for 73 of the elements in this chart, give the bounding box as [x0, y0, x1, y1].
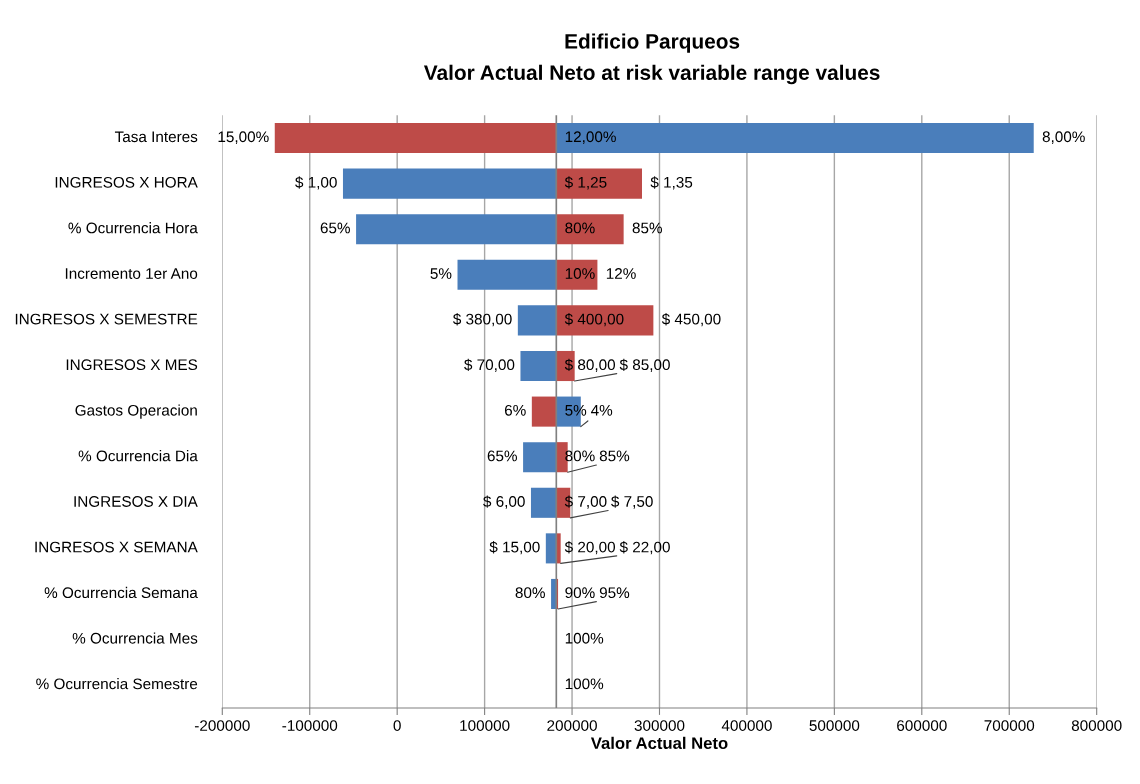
- bar: [523, 442, 557, 473]
- bar: [517, 305, 557, 336]
- annotation: $ 85,00: [619, 358, 670, 372]
- x-axis-title: Valor Actual Neto: [590, 736, 728, 750]
- annotation: $ 380,00: [452, 313, 512, 327]
- y-tick-label: % Ocurrencia Mes: [72, 632, 198, 644]
- annotation: $ 400,00: [564, 313, 624, 327]
- y-tick-label: INGRESOS X SEMANA: [35, 541, 198, 553]
- annotation: $ 20,00: [564, 541, 616, 555]
- x-tick-label: 200000: [547, 720, 597, 731]
- y-tick-label: % Ocurrencia Hora: [68, 222, 198, 234]
- y-tick-label: INGRESOS X SEMESTRE: [15, 313, 198, 325]
- annotation: $ 7,50: [611, 495, 653, 509]
- x-tick-label: 700000: [984, 720, 1035, 731]
- x-tick-label: 100000: [460, 720, 510, 731]
- chart-subtitle: Valor Actual Neto at risk variable range values: [423, 64, 880, 85]
- x-tick-label: 500000: [809, 720, 860, 731]
- bar: [556, 123, 1034, 154]
- annotation: $ 15,00: [489, 541, 540, 555]
- annotation: $ 1,25: [564, 176, 607, 190]
- annotation: 100%: [565, 678, 604, 690]
- bar: [342, 168, 557, 199]
- bar: [457, 259, 557, 290]
- annotation: $ 6,00: [483, 495, 525, 509]
- annotation: $ 70,00: [464, 358, 515, 372]
- annotation: 10%: [565, 268, 595, 279]
- chart-title: Edificio Parqueos: [565, 33, 740, 53]
- y-tick-label: INGRESOS X DIA: [74, 496, 198, 507]
- bar: [356, 214, 557, 245]
- annotation: 15,00%: [218, 131, 269, 144]
- annotation: $ 1,00: [295, 176, 337, 190]
- x-tick-label: 800000: [1071, 720, 1122, 731]
- bar: [520, 350, 557, 382]
- y-tick-label: Tasa Interes: [114, 131, 198, 143]
- annotation: 6%: [504, 404, 526, 416]
- y-tick-label: % Ocurrencia Semestre: [36, 678, 198, 690]
- bar: [530, 487, 557, 518]
- annotation: $ 450,00: [661, 313, 721, 327]
- annotation: 80%: [565, 222, 595, 234]
- y-tick-label: INGRESOS X HORA: [55, 176, 198, 188]
- y-tick-label: % Ocurrencia Dia: [78, 450, 198, 462]
- y-tick-label: Gastos Operacion: [75, 404, 197, 419]
- bar: [556, 305, 654, 336]
- annotation: 95%: [599, 587, 630, 599]
- y-tick-label: INGRESOS X MES: [66, 359, 198, 371]
- annotation: 8,00%: [1042, 131, 1085, 144]
- annotation: 85%: [632, 222, 663, 234]
- y-tick-label: % Ocurrencia Semana: [44, 586, 198, 599]
- annotation: 90%: [565, 587, 595, 599]
- bar: [274, 123, 557, 154]
- y-tick-label: Incremento 1er Ano: [65, 268, 198, 279]
- x-tick-label: 600000: [897, 720, 947, 731]
- annotation: $ 80,00: [564, 358, 616, 372]
- x-tick-label: 0: [393, 720, 401, 731]
- bar: [556, 350, 575, 382]
- annotation: 100%: [565, 632, 604, 644]
- annotation: 12,00%: [565, 131, 616, 144]
- annotation: 12%: [606, 268, 636, 279]
- annotation: 4%: [591, 404, 613, 416]
- annotation: 85%: [599, 450, 630, 462]
- x-tick-label: -200000: [194, 720, 250, 731]
- annotation: $ 1,35: [650, 176, 693, 190]
- bar: [531, 396, 557, 427]
- annotation: 5%: [430, 268, 452, 279]
- bar: [556, 168, 642, 199]
- bar: [556, 214, 624, 245]
- annotation: 65%: [487, 450, 517, 462]
- x-tick-label: 400000: [721, 720, 772, 731]
- annotation: $ 22,00: [619, 541, 670, 555]
- annotation: 80%: [515, 587, 545, 599]
- x-tick-label: -100000: [282, 720, 338, 731]
- annotation: 65%: [320, 222, 350, 234]
- x-tick-label: 300000: [634, 720, 685, 731]
